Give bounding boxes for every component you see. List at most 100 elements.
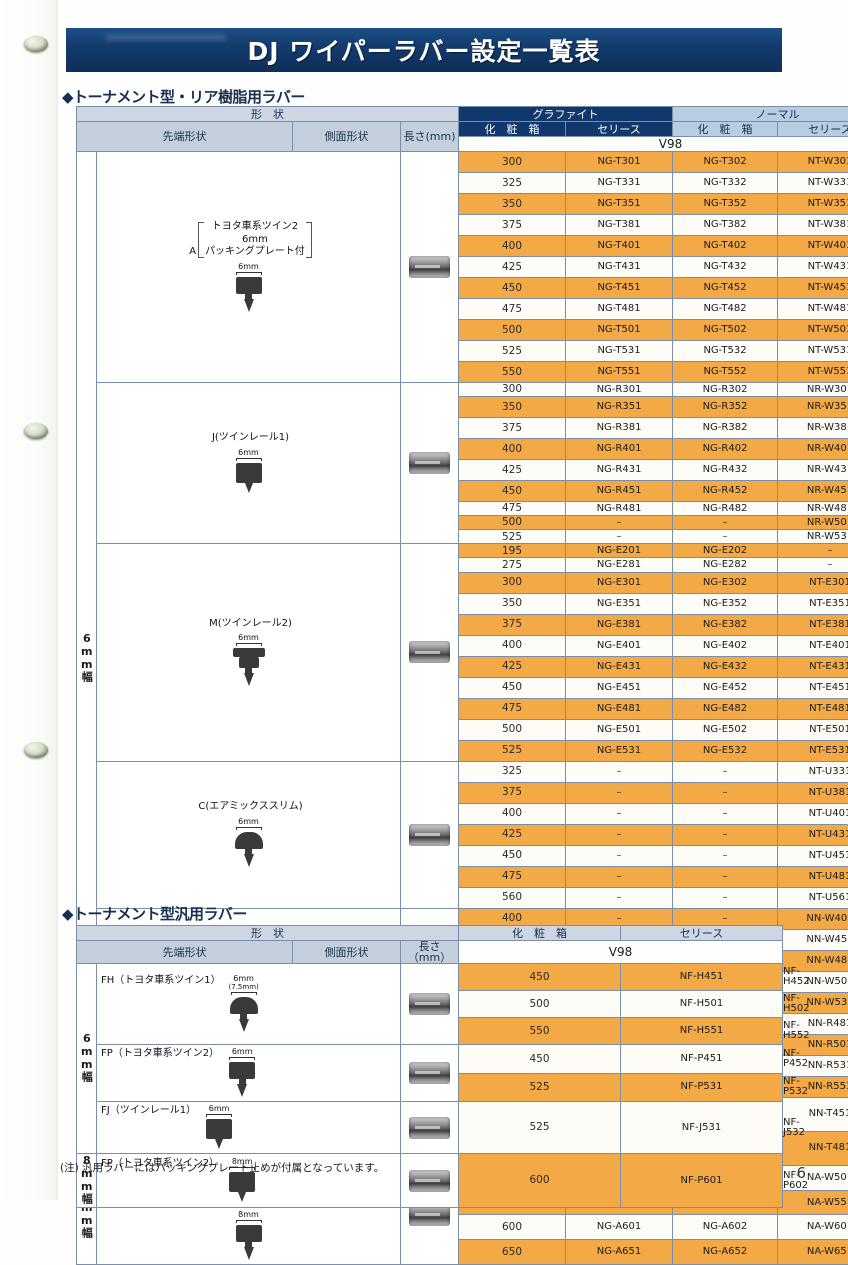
dimension-label: 8mm <box>226 1211 272 1225</box>
part-number-graphite-box: NG-E451 <box>566 677 673 698</box>
part-number-graphite-box: NG-R401 <box>566 439 673 460</box>
header-series: セリース <box>621 926 783 941</box>
length-value: 350 <box>459 397 566 418</box>
part-number-graphite-box: NG-E481 <box>566 698 673 719</box>
part-number-normal-box: NT-E531 <box>778 740 848 761</box>
length-value: 475 <box>459 502 566 516</box>
tip-cross-section-diagram: 6mm(7.5mm) <box>221 975 267 1032</box>
footnote: (注) 汎用ラバーにはパッキングプレート止めが付属となっています。 <box>60 1160 384 1175</box>
part-number-normal-box: NT-E301 <box>778 572 848 593</box>
side-profile-image <box>409 641 450 663</box>
part-number-graphite-box: NG-T351 <box>566 194 673 215</box>
length-value: 425 <box>459 656 566 677</box>
tip-shape-cell-M: M(ツインレール2) 6mm <box>97 544 401 761</box>
length-value: 550 <box>459 1018 621 1045</box>
part-number-normal-box: NN-W451 <box>778 929 848 950</box>
part-number-graphite-box: NG-T501 <box>566 320 673 341</box>
part-number-normal-box: NT-W401 <box>778 236 848 257</box>
page-number: 6 <box>796 1164 806 1182</box>
part-number-graphite-series: NG-A652 <box>673 1239 778 1264</box>
part-number-graphite-series: NG-T532 <box>673 341 778 362</box>
group-label: FP（トヨタ車系ツイン2） <box>97 1048 219 1061</box>
length-value: 400 <box>459 236 566 257</box>
part-number-graphite-box: NG-A601 <box>566 1215 673 1240</box>
tip-shape-cell-FJ: FJ（ツインレール1）6mm <box>97 1102 401 1154</box>
binder-margin <box>0 0 58 1200</box>
binder-hole <box>24 423 48 439</box>
part-number-graphite-box: NG-T331 <box>566 173 673 194</box>
part-number-normal-box: NR-W451 <box>778 481 848 502</box>
section-1-heading: ◆トーナメント型・リア樹脂用ラバー <box>62 86 305 107</box>
side-profile-image <box>409 993 450 1015</box>
side-profile-image <box>409 1117 450 1139</box>
header-v98: V98 <box>459 941 783 964</box>
part-number-graphite-series: NG-E352 <box>673 593 778 614</box>
tip-shape-cell-C: C(エアミックススリム)6mm <box>97 761 401 908</box>
table2-header-row-2: 先端形状側面形状長さ（mm）V98 <box>77 941 783 964</box>
part-number-normal-box: NT-W451 <box>778 278 848 299</box>
side-shape-cell-FH <box>401 964 459 1045</box>
header-side-shape: 側面形状 <box>293 941 401 964</box>
length-value: 325 <box>459 761 566 782</box>
part-number-graphite-series: NG-E452 <box>673 677 778 698</box>
part-number-graphite-series: NG-R402 <box>673 439 778 460</box>
part-number-normal-box: NR-W501 <box>778 516 848 530</box>
part-number-normal-box: NR-W431 <box>778 460 848 481</box>
part-number-normal-box: NT-U451 <box>778 845 848 866</box>
length-value: 375 <box>459 215 566 236</box>
part-number-normal-box: NA-W601 <box>778 1215 848 1240</box>
header-graphite-box: 化 粧 箱 <box>459 122 566 137</box>
length-value: 500 <box>459 991 621 1018</box>
part-number-graphite-series: NG-T402 <box>673 236 778 257</box>
part-number-graphite-box: – <box>566 845 673 866</box>
part-number-normal-box: NT-E501 <box>778 719 848 740</box>
length-value: 300 <box>459 383 566 397</box>
page-title-banner: DJ ワイパーラバー設定一覧表 <box>66 28 782 72</box>
catalog-page: DJ ワイパーラバー設定一覧表 ◆トーナメント型・リア樹脂用ラバー 形 状グラフ… <box>0 0 848 1200</box>
header-shape-group: 形 状 <box>77 107 459 122</box>
length-value: 475 <box>459 698 566 719</box>
binder-hole <box>24 742 48 758</box>
tip-cross-section-diagram: 6mm <box>219 1048 265 1097</box>
part-number-graphite-box: – <box>566 782 673 803</box>
binder-hole <box>24 36 48 52</box>
length-value: 275 <box>459 558 566 572</box>
part-number-graphite-box: NG-E381 <box>566 614 673 635</box>
part-number-normal-box: – <box>778 558 848 572</box>
tip-shape-cell-FH: FH（トヨタ車系ツイン1）6mm(7.5mm) <box>97 964 401 1045</box>
tip-cross-section-diagram: 6mm <box>226 634 272 686</box>
header-shape-group: 形 状 <box>77 926 459 941</box>
part-number-graphite-series: – <box>673 782 778 803</box>
part-number-graphite-series: NG-E502 <box>673 719 778 740</box>
part-number-graphite-box: NG-E351 <box>566 593 673 614</box>
part-number-graphite-series: NG-R482 <box>673 502 778 516</box>
part-number-graphite-series: – <box>673 866 778 887</box>
group-label: M(ツインレール2) <box>97 618 400 631</box>
part-number-graphite-series: NG-R432 <box>673 460 778 481</box>
length-value: 560 <box>459 887 566 908</box>
part-number-graphite-box: – <box>566 803 673 824</box>
part-number-graphite-series: NG-T452 <box>673 278 778 299</box>
part-number-graphite-box: – <box>566 761 673 782</box>
part-number-normal-box: NT-U331 <box>778 761 848 782</box>
part-number-graphite-series: NG-E532 <box>673 740 778 761</box>
length-value: 350 <box>459 194 566 215</box>
part-number-normal-box: NA-W651 <box>778 1239 848 1264</box>
part-number-graphite-series: NG-R382 <box>673 418 778 439</box>
length-value: 450 <box>459 964 621 991</box>
length-value: 525 <box>459 740 566 761</box>
length-value: 350 <box>459 593 566 614</box>
part-number-normal-box: NT-W481 <box>778 299 848 320</box>
part-number-graphite-box: NG-T531 <box>566 341 673 362</box>
part-number-graphite-box: NG-R451 <box>566 481 673 502</box>
part-number-box: NF-P601 <box>621 1154 783 1208</box>
side-shape-cell-A <box>401 152 459 383</box>
length-value: 400 <box>459 439 566 460</box>
part-number-graphite-series: NG-E482 <box>673 698 778 719</box>
header-length: 長さ（mm） <box>401 941 459 964</box>
page-title: DJ ワイパーラバー設定一覧表 <box>247 32 600 68</box>
